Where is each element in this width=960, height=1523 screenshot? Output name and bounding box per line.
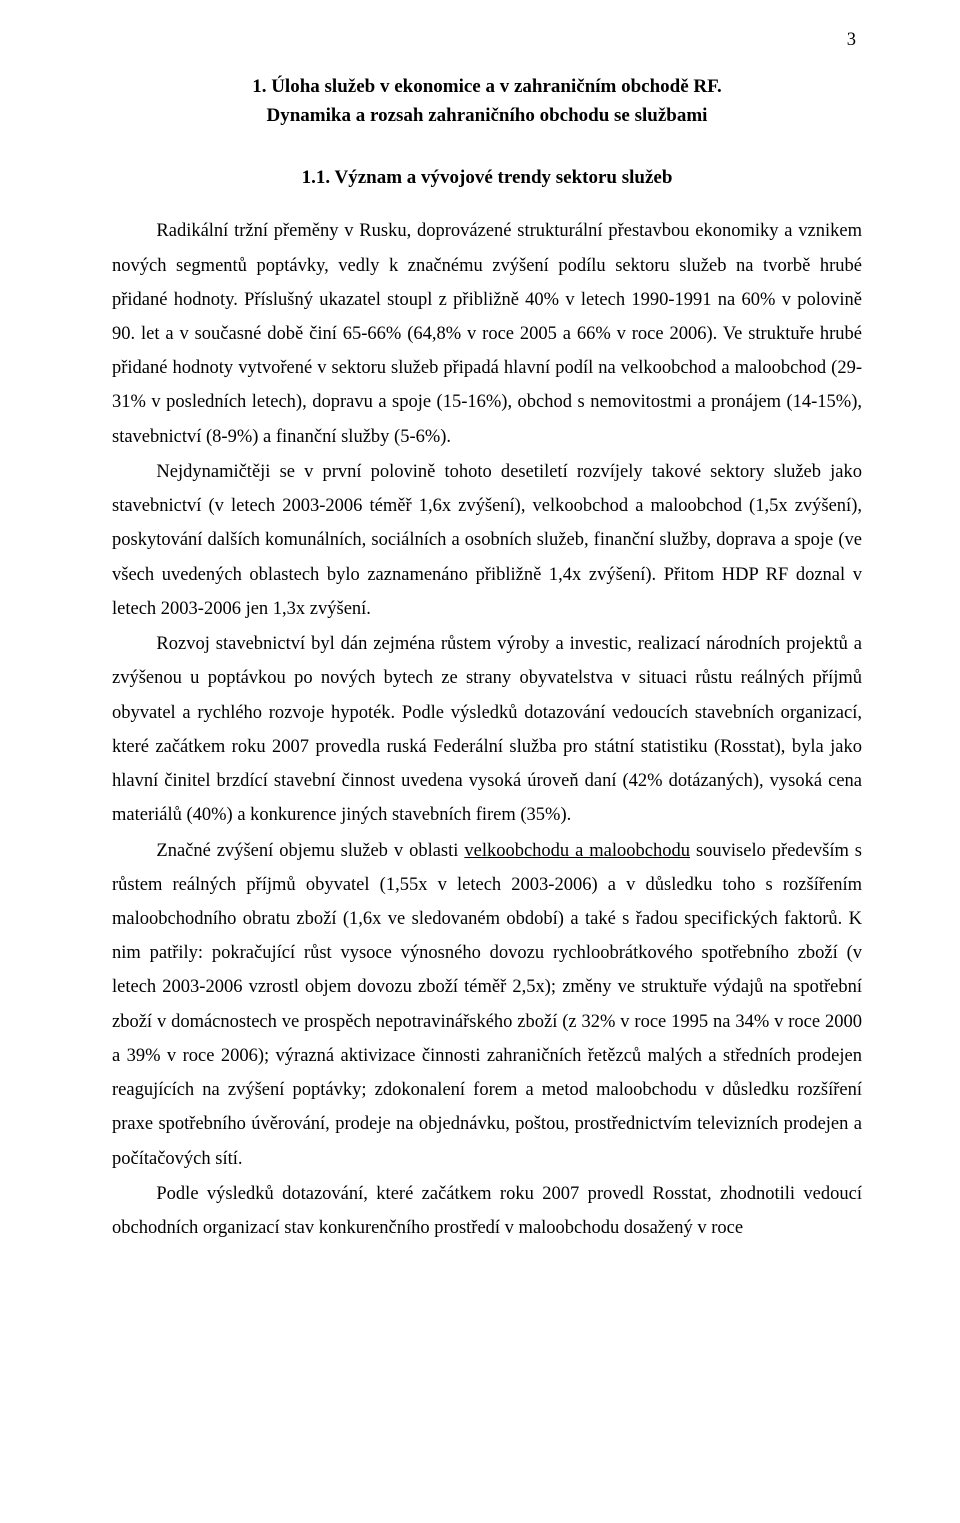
p4-underlined: velkoobchodu a maloobchodu bbox=[464, 841, 690, 861]
paragraph-3: Rozvoj stavebnictví byl dán zejména růst… bbox=[112, 627, 862, 832]
p4-part-a: Značné zvýšení objemu služeb v oblasti bbox=[156, 841, 464, 861]
paragraph-2: Nejdynamičtěji se v první polovině tohot… bbox=[112, 455, 862, 626]
chapter-heading: 1. Úloha služeb v ekonomice a v zahranič… bbox=[112, 72, 862, 131]
page-number: 3 bbox=[847, 30, 856, 51]
paragraph-5: Podle výsledků dotazování, které začátke… bbox=[112, 1177, 862, 1245]
paragraph-1: Radikální tržní přeměny v Rusku, doprová… bbox=[112, 214, 862, 454]
p4-part-b: souviselo především s růstem reálných př… bbox=[112, 841, 862, 1169]
paragraph-4: Značné zvýšení objemu služeb v oblasti v… bbox=[112, 834, 862, 1176]
heading-line-1: 1. Úloha služeb v ekonomice a v zahranič… bbox=[252, 76, 722, 97]
page: 3 1. Úloha služeb v ekonomice a v zahran… bbox=[0, 0, 960, 1316]
section-heading: 1.1. Význam a vývojové trendy sektoru sl… bbox=[112, 163, 862, 192]
heading-line-2: Dynamika a rozsah zahraničního obchodu s… bbox=[267, 105, 708, 126]
